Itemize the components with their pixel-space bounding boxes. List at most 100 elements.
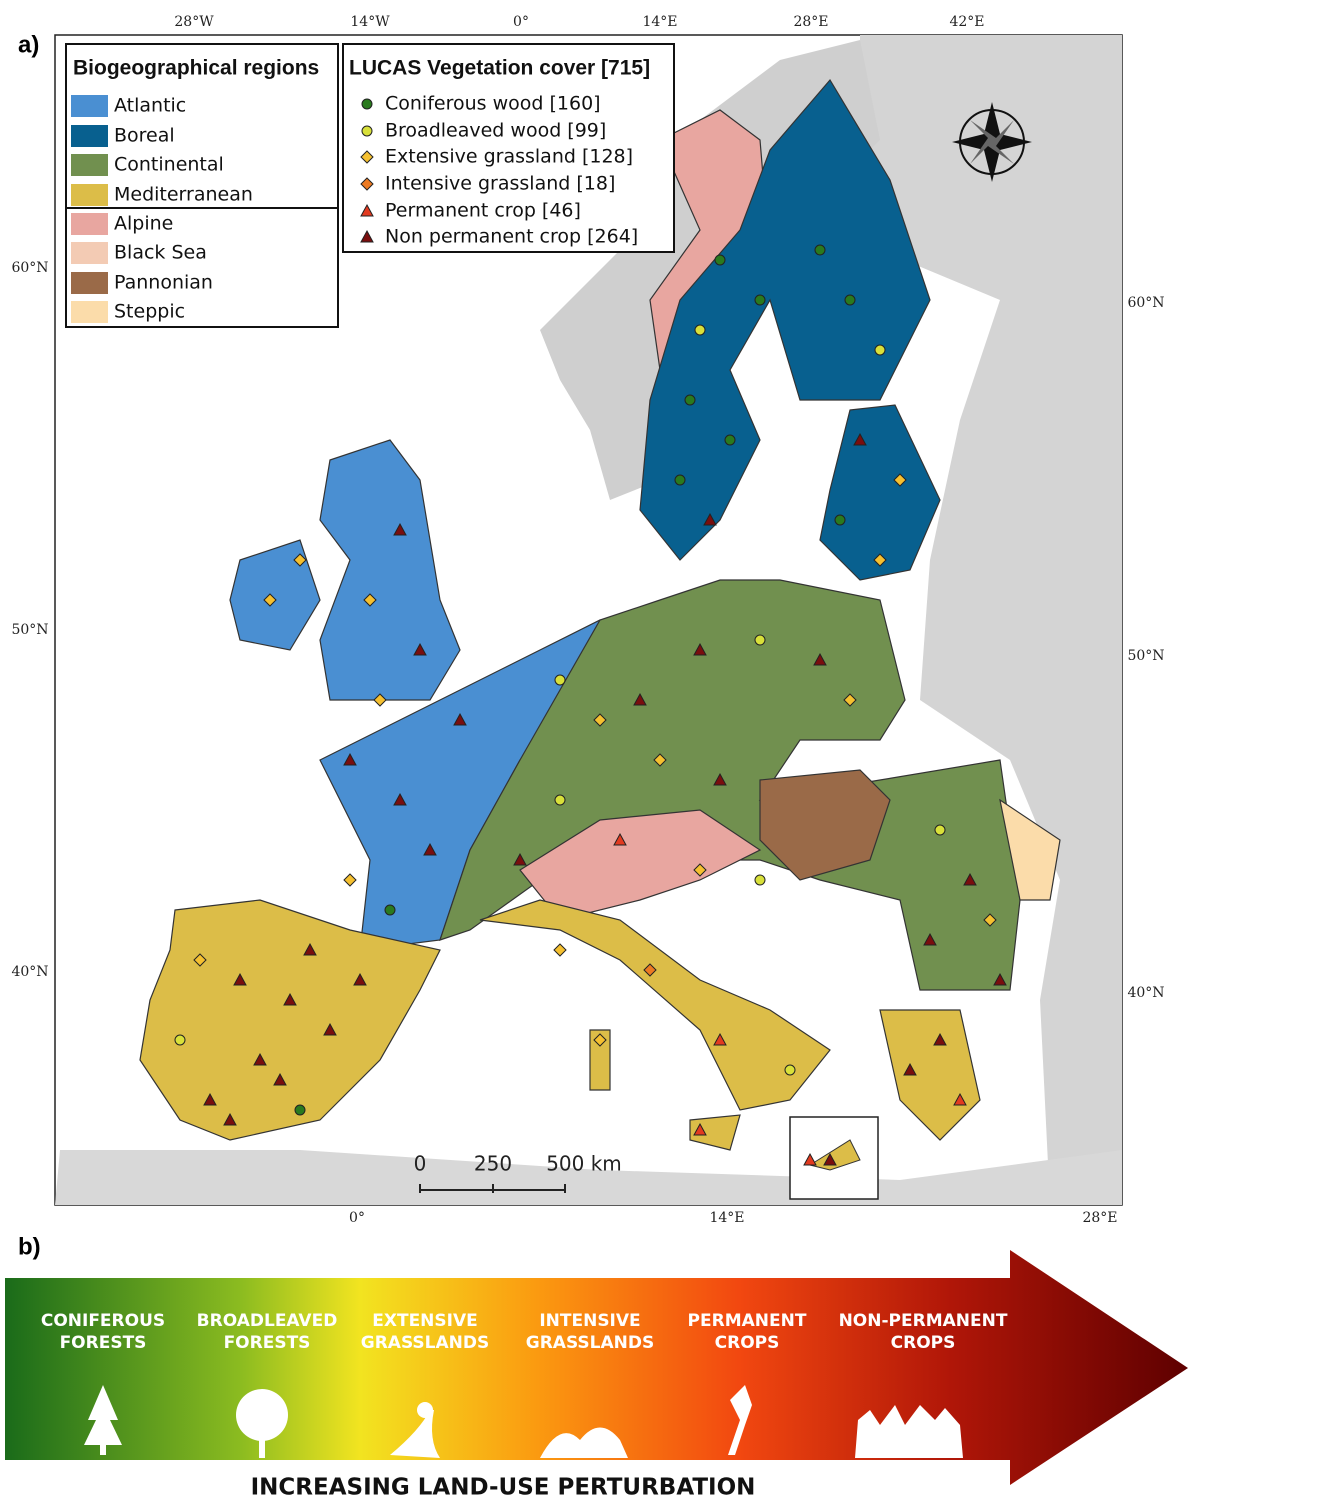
crop-icon — [855, 1405, 963, 1458]
point-marker — [953, 1092, 967, 1106]
point-marker — [593, 1033, 607, 1047]
point-marker — [393, 792, 407, 806]
point-marker — [934, 824, 946, 836]
point-marker — [814, 244, 826, 256]
point-marker — [361, 98, 373, 110]
point-marker — [874, 344, 886, 356]
graticule-label: 42°E — [949, 14, 984, 30]
stage-label: CROPS — [891, 1333, 956, 1353]
point-marker — [273, 1072, 287, 1086]
point-marker — [784, 1064, 796, 1076]
point-marker — [360, 150, 374, 164]
region-atlantic — [319, 439, 461, 701]
scale-bar — [419, 1184, 566, 1193]
point-marker — [703, 512, 717, 526]
point-marker — [724, 434, 736, 446]
legend-label: Continental — [114, 154, 224, 176]
stage-label: PERMANENT — [688, 1311, 807, 1331]
point-marker — [360, 177, 374, 191]
stage-label: CROPS — [715, 1333, 780, 1353]
legend-label: Broadleaved wood [99] — [385, 120, 606, 142]
point-marker — [453, 712, 467, 726]
tree-icon — [259, 1420, 265, 1458]
point-marker — [834, 514, 846, 526]
grass-icon — [540, 1427, 628, 1458]
point-marker — [713, 1032, 727, 1046]
caption: INCREASING LAND-USE PERTURBATION — [251, 1475, 756, 1499]
point-marker — [754, 634, 766, 646]
point-marker — [844, 294, 856, 306]
stage-label: GRASSLANDS — [526, 1333, 655, 1353]
point-marker — [361, 125, 373, 137]
region-mediterranean — [689, 1114, 741, 1151]
point-marker — [873, 553, 887, 567]
graticule-label: 28°W — [174, 14, 214, 30]
region-mediterranean — [139, 899, 441, 1141]
point-marker — [360, 229, 374, 243]
point-marker — [413, 642, 427, 656]
stage-label: GRASSLANDS — [361, 1333, 490, 1353]
legend-label: Black Sea — [114, 242, 207, 264]
graticule-label: 50°N — [1127, 648, 1164, 664]
stage-label: BROADLEAVED — [197, 1311, 338, 1331]
point-marker — [643, 963, 657, 977]
graticule-label: 50°N — [11, 622, 48, 638]
point-marker — [903, 1062, 917, 1076]
stage-label: NON-PERMANENT — [839, 1311, 1008, 1331]
point-marker — [653, 753, 667, 767]
point-marker — [193, 953, 207, 967]
point-marker — [893, 473, 907, 487]
point-marker — [384, 904, 396, 916]
graticule-label: 40°N — [11, 964, 48, 980]
point-marker — [554, 794, 566, 806]
point-marker — [993, 972, 1007, 986]
point-marker — [554, 674, 566, 686]
point-marker — [253, 1052, 267, 1066]
legend-swatch — [71, 213, 108, 235]
graticule-label: 14°E — [709, 1210, 744, 1226]
point-marker — [754, 294, 766, 306]
point-marker — [373, 693, 387, 707]
stage-label: FORESTS — [60, 1333, 147, 1353]
region-boreal — [639, 78, 931, 561]
legend-swatch — [71, 125, 108, 147]
regions-legend-box — [65, 43, 339, 328]
point-marker — [360, 203, 374, 217]
tree-icon — [236, 1389, 288, 1441]
point-marker — [303, 942, 317, 956]
legend-label: Atlantic — [114, 95, 186, 117]
scale-label: 500 km — [546, 1152, 622, 1176]
graticule-label: 60°N — [11, 260, 48, 276]
point-marker — [393, 522, 407, 536]
graticule-label: 14°W — [350, 14, 390, 30]
legend-label: Non permanent crop [264] — [385, 226, 638, 248]
tree-icon — [84, 1385, 122, 1455]
scale-label: 0 — [414, 1152, 427, 1176]
legend-label: Alpine — [114, 213, 173, 235]
legend-label: Permanent crop [46] — [385, 200, 581, 222]
region-mediterranean — [479, 899, 831, 1111]
legend-label: Steppic — [114, 301, 185, 323]
region-boreal — [819, 404, 941, 581]
point-marker — [283, 992, 297, 1006]
legend-label: Boreal — [114, 125, 175, 147]
stage-label: EXTENSIVE — [372, 1311, 478, 1331]
point-marker — [353, 972, 367, 986]
legend-title: LUCAS Vegetation cover [715] — [349, 57, 650, 80]
point-marker — [853, 432, 867, 446]
legend-label: Mediterranean — [114, 184, 253, 206]
legend-swatch — [71, 272, 108, 294]
legends: Biogeographical regions LUCAS Vegetation… — [65, 43, 675, 328]
stage-label: FORESTS — [224, 1333, 311, 1353]
vegetation-legend-box — [342, 43, 675, 253]
sample-points — [174, 244, 1007, 1166]
point-marker — [933, 1032, 947, 1046]
point-marker — [843, 693, 857, 707]
point-marker — [714, 254, 726, 266]
legend-title: Biogeographical regions — [73, 57, 319, 80]
point-marker — [233, 972, 247, 986]
point-marker — [983, 913, 997, 927]
point-marker — [754, 874, 766, 886]
region-atlantic — [229, 539, 321, 651]
graticule-label: 0° — [513, 14, 529, 30]
